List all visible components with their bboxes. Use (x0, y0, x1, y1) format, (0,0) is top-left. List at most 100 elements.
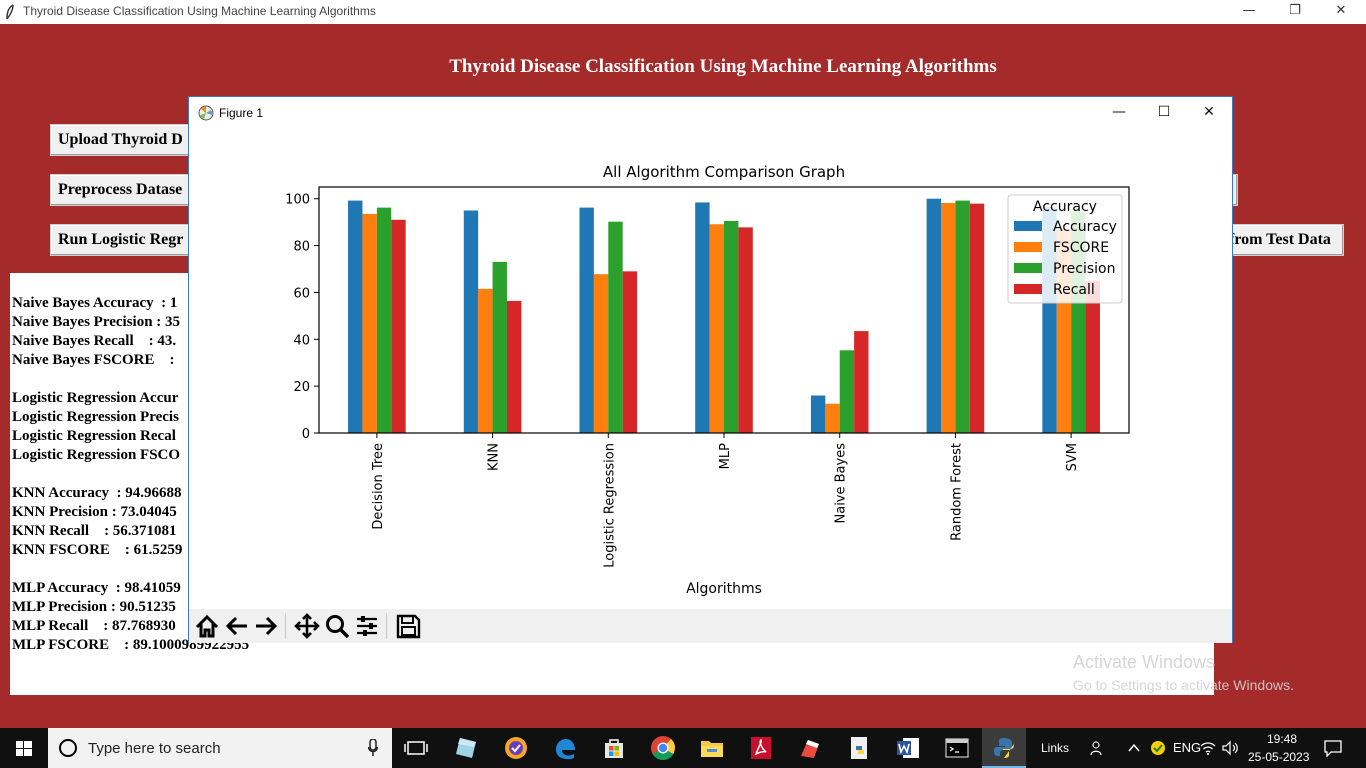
bar-fscore-5 (941, 202, 956, 433)
output-line: KNN Precision : 73.04045 (12, 504, 177, 520)
chevron-up-icon[interactable] (1128, 742, 1140, 754)
word-app-icon[interactable] (894, 734, 922, 762)
bar-accuracy-0 (348, 200, 363, 433)
wifi-icon[interactable] (1200, 740, 1216, 756)
security-tray-icon[interactable] (1150, 740, 1166, 756)
bar-recall-1 (506, 300, 522, 433)
toolbar-separator (386, 613, 387, 639)
pdf-reader-icon[interactable] (747, 734, 775, 762)
clock-time[interactable]: 19:48 (1267, 732, 1298, 746)
figure-close-button[interactable]: ✕ (1203, 104, 1215, 120)
legend-label-precision: Precision (1053, 261, 1115, 277)
microsoft-store-icon[interactable] (600, 734, 628, 762)
terminal-icon[interactable] (943, 734, 971, 762)
windows-start-icon[interactable] (0, 728, 48, 768)
configure-icon[interactable] (352, 611, 382, 641)
microphone-icon[interactable] (368, 739, 378, 757)
python-taskbar-active-slot[interactable] (982, 728, 1026, 768)
bar-accuracy-1 (463, 210, 479, 433)
bar-precision-5 (955, 200, 970, 433)
output-line: Naive Bayes FSCORE : (12, 352, 175, 368)
output-line: Naive Bayes Recall : 43. (12, 333, 177, 349)
taskbar: Type here to search Links ENG 19:48 25-0… (0, 728, 1366, 768)
matplotlib-icon (198, 105, 214, 121)
output-line: MLP Precision : 90.51235 (12, 599, 176, 615)
file-explorer-icon[interactable] (698, 734, 726, 762)
legend-swatch-fscore (1014, 242, 1042, 252)
x-tick-label: MLP (718, 443, 733, 469)
activate-windows-subtitle: Go to Settings to activate Windows. (1073, 677, 1294, 693)
legend-swatch-precision (1014, 263, 1042, 273)
pan-icon[interactable] (292, 611, 322, 641)
bar-fscore-1 (478, 288, 493, 433)
save-icon[interactable] (393, 611, 423, 641)
restore-button[interactable]: ❐ (1289, 3, 1301, 18)
clock-date[interactable]: 25-05-2023 (1248, 750, 1310, 764)
upload-dataset-button[interactable]: Upload Thyroid D (50, 124, 190, 156)
close-button[interactable]: ✕ (1335, 3, 1347, 18)
ime-indicator[interactable]: ENG (1173, 740, 1202, 755)
output-line: KNN Recall : 56.371081 (12, 523, 177, 539)
y-tick-label: 100 (285, 193, 310, 208)
bar-precision-2 (608, 221, 623, 433)
bar-recall-2 (622, 271, 638, 433)
paint-app-icon[interactable] (796, 734, 824, 762)
toolbar-separator (285, 613, 286, 639)
y-tick-label: 0 (302, 427, 310, 442)
python-file-icon[interactable] (845, 734, 873, 762)
figure-title-bar: Figure 1 — ☐ ✕ (189, 97, 1232, 128)
run-logistic-regression-button[interactable]: Run Logistic Regr (50, 224, 190, 256)
figure-maximize-button[interactable]: ☐ (1157, 104, 1171, 120)
bar-accuracy-5 (926, 198, 942, 433)
figure-toolbar (189, 609, 1232, 643)
main-title-bar: Thyroid Disease Classification Using Mac… (0, 0, 1366, 24)
bar-fscore-3 (709, 224, 724, 433)
forward-icon[interactable] (251, 611, 281, 641)
bar-recall-0 (391, 219, 406, 433)
y-tick-label: 40 (293, 333, 310, 348)
bar-fscore-2 (593, 274, 609, 433)
edge-browser-icon[interactable] (551, 734, 579, 762)
app-heading: Thyroid Disease Classification Using Mac… (449, 56, 997, 77)
volume-icon[interactable] (1222, 740, 1240, 756)
bar-fscore-4 (825, 403, 840, 433)
window-title: Thyroid Disease Classification Using Mac… (23, 4, 376, 18)
x-axis-label: Algorithms (686, 581, 762, 597)
home-icon[interactable] (192, 611, 222, 641)
x-tick-label: KNN (487, 443, 502, 471)
bar-recall-5 (969, 203, 985, 433)
legend-label-accuracy: Accuracy (1053, 219, 1117, 235)
figure-minimize-button[interactable]: — (1112, 104, 1126, 120)
predict-test-data-button[interactable]: from Test Data (1226, 224, 1344, 256)
legend-swatch-accuracy (1014, 221, 1042, 231)
legend-label-recall: Recall (1053, 282, 1095, 298)
output-line: Logistic Regression Accur (12, 390, 179, 406)
output-line: Naive Bayes Accuracy : 1 (12, 295, 178, 311)
figure-title: Figure 1 (219, 106, 264, 120)
output-line: Logistic Regression Precis (12, 409, 179, 425)
chrome-browser-icon[interactable] (649, 734, 677, 762)
people-icon[interactable] (1090, 740, 1106, 756)
legend-label-fscore: FSCORE (1053, 240, 1109, 256)
output-line: KNN Accuracy : 94.96688 (12, 485, 182, 501)
preprocess-dataset-button[interactable]: Preprocess Datase (50, 174, 190, 206)
back-icon[interactable] (222, 611, 252, 641)
comparison-chart: All Algorithm Comparison Graph 0 20 40 60 80 1… (285, 163, 1130, 597)
y-tick-label: 20 (293, 380, 310, 395)
figure-window: Figure 1 — ☐ ✕ All Algorithm Comparison … (188, 96, 1233, 643)
taskbar-search-box[interactable]: Type here to search (48, 728, 392, 768)
brave-browser-icon[interactable] (502, 734, 530, 762)
bar-fscore-0 (362, 213, 377, 433)
notes-app-icon[interactable] (452, 734, 480, 762)
zoom-icon[interactable] (322, 611, 352, 641)
bar-accuracy-3 (695, 202, 710, 433)
search-placeholder: Type here to search (88, 740, 221, 757)
task-view-icon[interactable] (402, 734, 430, 762)
x-tick-label: Decision Tree (371, 443, 386, 530)
bar-accuracy-4 (810, 395, 826, 433)
notifications-icon[interactable] (1323, 739, 1343, 757)
minimize-button[interactable]: — (1242, 3, 1256, 18)
links-toolbar-label[interactable]: Links (1041, 741, 1070, 755)
legend-title: Accuracy (1033, 199, 1097, 215)
python-app-icon (994, 738, 1014, 758)
